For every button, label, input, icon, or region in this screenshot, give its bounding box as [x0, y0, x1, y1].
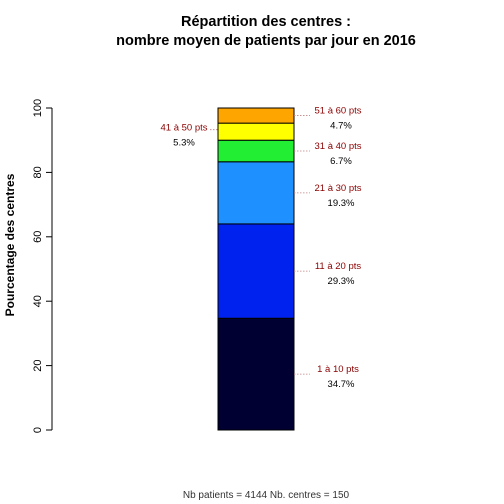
y-tick-label: 0: [32, 427, 44, 433]
bar-segment-2: [217, 223, 295, 319]
y-axis: 0 20 40 60 80 100: [32, 99, 53, 433]
bar-segment-5: [217, 122, 295, 141]
footer-summary: Nb patients = 4144 Nb. centres = 150: [183, 490, 350, 501]
segment-label: 1 à 10 pts: [317, 364, 359, 375]
chart-title-line-2: nombre moyen de patients par jour en 201…: [116, 33, 416, 49]
segment-percent: 34.7%: [328, 379, 355, 390]
y-tick-label: 80: [32, 166, 44, 178]
segment-label: 11 à 20 pts: [315, 261, 362, 272]
bar-segment-4: [217, 139, 295, 163]
y-axis-label: Pourcentage des centres: [3, 173, 17, 316]
bar-segment-6: [217, 107, 295, 124]
segment-percent: 6.7%: [330, 156, 352, 167]
y-tick-label: 20: [32, 359, 44, 371]
segment-label: 51 à 60 pts: [314, 106, 361, 117]
segment-percent: 5.3%: [173, 138, 195, 149]
segment-percent: 29.3%: [328, 276, 355, 287]
segment-labels: 1 à 10 pts 34.7% 11 à 20 pts 29.3% 21 à 30 p…: [160, 106, 361, 391]
y-tick-label: 60: [32, 231, 44, 243]
segment-percent: 19.3%: [328, 198, 355, 209]
y-tick-label: 100: [32, 99, 44, 117]
stacked-bar: [217, 107, 295, 431]
bar-segment-1: [217, 317, 295, 431]
y-tick-label: 40: [32, 295, 44, 307]
segment-label: 21 à 30 pts: [314, 183, 361, 194]
segment-percent: 4.7%: [330, 121, 352, 132]
segment-label: 41 à 50 pts: [160, 123, 207, 134]
chart-title-line-1: Répartition des centres :: [181, 14, 351, 30]
bar-segment-3: [217, 161, 295, 225]
segment-label: 31 à 40 pts: [314, 141, 361, 152]
